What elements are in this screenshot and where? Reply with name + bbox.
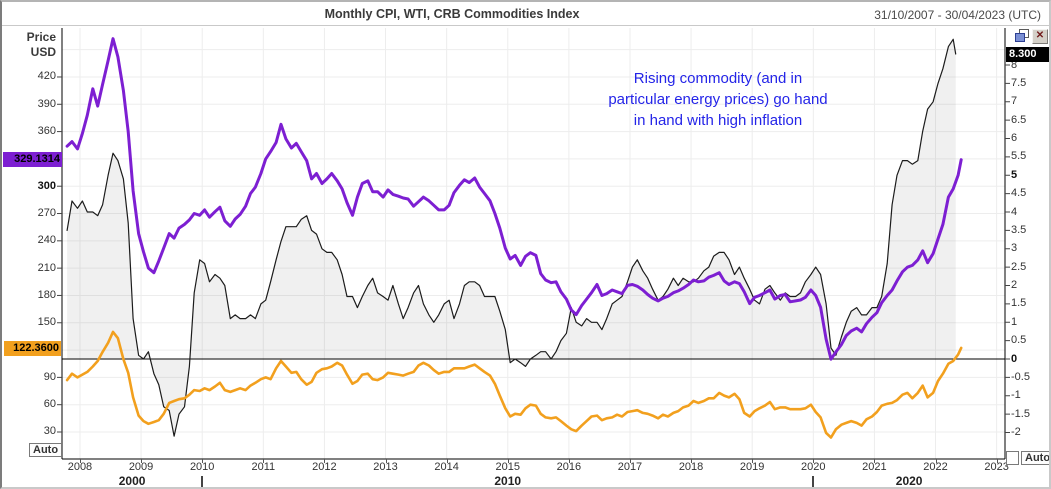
x-axis-year-label: 2014 xyxy=(434,461,459,473)
year-tickmark xyxy=(324,459,326,463)
x-axis-year-label: 2015 xyxy=(495,461,520,473)
right-axis-tick-label: 2 xyxy=(1011,279,1018,291)
year-tickmark xyxy=(629,459,631,463)
left-axis-tick-label: 90 xyxy=(43,370,56,383)
left-axis-tick-label: 300 xyxy=(37,179,56,192)
annotation-line: Rising commodity (and in xyxy=(633,70,803,87)
x-axis-year-label: 2023 xyxy=(984,461,1009,473)
x-axis-year-label: 2020 xyxy=(801,461,826,473)
left-axis-tick-label: 210 xyxy=(37,261,56,274)
left-axis-tick-label: 270 xyxy=(37,207,56,220)
right-axis-tick-label: 7.5 xyxy=(1011,76,1027,89)
x-axis-year-label: 2018 xyxy=(678,461,704,473)
x-axis-decade-label: 2010 xyxy=(494,474,522,488)
decade-separator xyxy=(201,476,204,487)
annotation-line: particular energy prices) go hand xyxy=(608,91,828,108)
right-axis-tick-label: 4.5 xyxy=(1011,187,1027,200)
left-axis-tick-label: 420 xyxy=(37,70,56,83)
left-axis-tick-label: 360 xyxy=(37,125,56,138)
right-axis-tick-label: 5.5 xyxy=(1011,150,1027,163)
right-axis-tick-label: 1.5 xyxy=(1011,297,1027,310)
year-tickmark xyxy=(874,459,876,463)
crb-line xyxy=(65,37,963,361)
cpi-line xyxy=(66,38,957,437)
left-axis-tick-label: 180 xyxy=(37,288,56,301)
x-axis-year-label: 2019 xyxy=(739,461,765,473)
right-axis-tick-label: -1 xyxy=(1011,389,1021,402)
year-tickmark xyxy=(752,459,754,463)
close-icon[interactable]: ✕ xyxy=(1032,29,1048,44)
year-tickmark xyxy=(568,459,570,463)
right-axis-tick-label: 5 xyxy=(1011,168,1018,181)
x-axis-year-label: 2008 xyxy=(67,461,93,473)
decade-separator xyxy=(812,476,815,487)
year-tickmark xyxy=(263,459,265,463)
year-tickmark xyxy=(996,459,998,463)
annotation-line: in hand with high inflation xyxy=(633,112,803,129)
right-axis-tick-label: 3 xyxy=(1011,242,1018,255)
x-axis-year-label: 2022 xyxy=(923,461,948,473)
date-range: 31/10/2007 - 30/04/2023 (UTC) xyxy=(874,8,1041,22)
left-axis-title-line2: USD xyxy=(30,45,56,59)
right-axis-tick-label: 0.5 xyxy=(1011,334,1027,347)
right-axis-tick-label: 8 xyxy=(1011,58,1018,71)
year-tickmark xyxy=(385,459,387,463)
wti-line xyxy=(65,330,963,439)
x-axis-year-label: 2013 xyxy=(373,461,398,473)
left-axis-tick-label: 150 xyxy=(37,316,56,329)
x-axis-year-label: 2010 xyxy=(189,461,215,473)
x-axis-year-label: 2012 xyxy=(312,461,337,473)
right-axis-tick-label: 7 xyxy=(1011,95,1018,108)
left-axis-title: Price USD xyxy=(2,30,56,60)
right-axis-tick-label: -1.5 xyxy=(1011,407,1030,420)
x-axis-year-label: 2016 xyxy=(556,461,582,473)
left-axis-tick-label: 60 xyxy=(43,398,56,411)
year-tickmark xyxy=(507,459,509,463)
x-axis-year-label: 2021 xyxy=(862,461,887,473)
x-axis-year-label: 2009 xyxy=(128,461,154,473)
year-tickmark xyxy=(141,459,143,463)
year-tickmark xyxy=(935,459,937,463)
left-axis-tick-label: 390 xyxy=(37,97,56,110)
right-axis-tick-label: 3.5 xyxy=(1011,223,1027,236)
left-axis-tick-label: 240 xyxy=(37,234,56,247)
cpi-area xyxy=(67,39,956,437)
crb-last-value-label: 329.1314 xyxy=(3,152,62,167)
wti-last-value-label: 122.3600 xyxy=(4,341,61,356)
year-tickmark xyxy=(79,459,81,463)
right-axis-tick-label: 6 xyxy=(1011,132,1018,144)
right-axis-auto-button[interactable]: Auto xyxy=(1021,451,1049,465)
cpi-last-value-label: 8.300 xyxy=(1006,47,1049,62)
header-divider xyxy=(2,25,1049,26)
axis-corner-box[interactable] xyxy=(1006,451,1019,465)
year-tickmark xyxy=(813,459,815,463)
right-axis-tick-label: 0 xyxy=(1011,352,1018,365)
chart-annotation: Rising commodity (and in particular ener… xyxy=(562,68,874,131)
year-tickmark xyxy=(691,459,693,463)
right-axis-tick-label: 6.5 xyxy=(1011,113,1027,126)
right-axis-tick-label: 4 xyxy=(1011,205,1018,218)
year-tickmark xyxy=(446,459,448,463)
left-axis-title-line1: Price xyxy=(26,30,56,44)
year-tickmark xyxy=(202,459,204,463)
left-axis-auto-button[interactable]: Auto xyxy=(29,443,63,457)
right-axis-tick-label: 1 xyxy=(1011,315,1018,328)
x-axis-decade-label: 2000 xyxy=(118,474,146,488)
right-axis-tick-label: -0.5 xyxy=(1011,370,1030,383)
chart-title: Monthly CPI, WTI, CRB Commodities Index xyxy=(324,7,580,21)
x-axis-year-label: 2017 xyxy=(617,461,643,473)
right-axis-tick-label: 2.5 xyxy=(1011,260,1027,273)
detach-window-icon-front xyxy=(1015,33,1025,42)
detach-window-icon[interactable] xyxy=(1015,29,1029,42)
x-axis-decade-label: 2020 xyxy=(895,474,923,488)
x-axis-year-label: 2011 xyxy=(251,461,276,473)
left-axis-tick-label: 30 xyxy=(43,425,56,438)
right-axis-tick-label: -2 xyxy=(1011,426,1021,438)
